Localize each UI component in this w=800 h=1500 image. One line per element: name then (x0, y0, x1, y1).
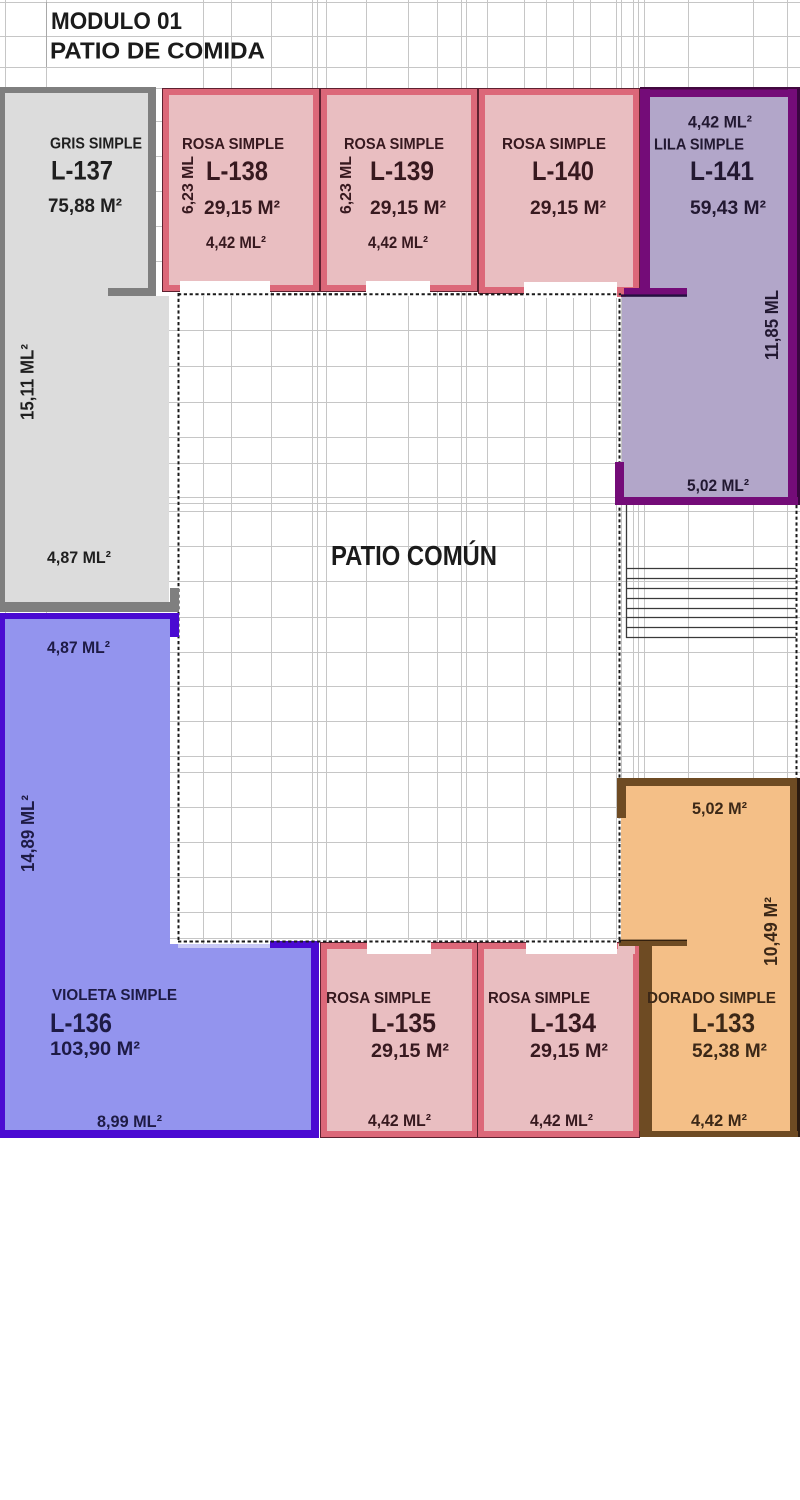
svg-text:ROSA SIMPLE: ROSA SIMPLE (488, 990, 590, 1007)
svg-text:L-135: L-135 (371, 1008, 436, 1038)
svg-text:ROSA SIMPLE: ROSA SIMPLE (502, 136, 606, 153)
svg-text:103,90 M²: 103,90 M² (50, 1038, 141, 1060)
svg-text:4,87 ML²: 4,87 ML² (47, 548, 111, 567)
svg-text:29,15 M²: 29,15 M² (371, 1040, 450, 1062)
svg-text:5,02 M²: 5,02 M² (692, 799, 747, 818)
svg-text:PATIO COMÚN: PATIO COMÚN (331, 540, 497, 571)
svg-text:4,42 ML²: 4,42 ML² (368, 233, 428, 252)
svg-text:75,88 M²: 75,88 M² (48, 195, 122, 217)
svg-text:MODULO 01: MODULO 01 (51, 8, 182, 35)
svg-text:29,15 M²: 29,15 M² (204, 197, 280, 219)
svg-text:L-133: L-133 (692, 1008, 755, 1038)
svg-text:VIOLETA SIMPLE: VIOLETA SIMPLE (52, 987, 177, 1004)
svg-text:6,23 ML: 6,23 ML (180, 156, 197, 214)
svg-text:ROSA SIMPLE: ROSA SIMPLE (182, 136, 284, 153)
svg-text:4,42 M²: 4,42 M² (691, 1111, 747, 1130)
svg-text:29,15 M²: 29,15 M² (530, 197, 606, 219)
svg-text:29,15 M²: 29,15 M² (370, 197, 446, 219)
svg-text:PATIO DE COMIDA: PATIO DE COMIDA (50, 38, 265, 64)
svg-text:ROSA SIMPLE: ROSA SIMPLE (326, 990, 431, 1007)
svg-text:14,89 ML²: 14,89 ML² (18, 795, 38, 872)
svg-text:5,02 ML²: 5,02 ML² (687, 476, 749, 495)
svg-text:11,85 ML: 11,85 ML (762, 290, 782, 360)
svg-text:GRIS SIMPLE: GRIS SIMPLE (50, 136, 142, 153)
svg-text:L-134: L-134 (530, 1008, 596, 1038)
svg-text:4,42 ML²: 4,42 ML² (368, 1111, 431, 1130)
svg-text:59,43 M²: 59,43 M² (690, 197, 766, 219)
svg-text:L-137: L-137 (51, 156, 113, 186)
svg-text:LILA SIMPLE: LILA SIMPLE (654, 137, 744, 154)
svg-text:4,87 ML²: 4,87 ML² (47, 638, 110, 657)
svg-text:29,15 M²: 29,15 M² (530, 1040, 609, 1062)
svg-text:L-140: L-140 (532, 156, 594, 186)
svg-text:DORADO SIMPLE: DORADO SIMPLE (647, 990, 776, 1007)
svg-text:15,11 ML²: 15,11 ML² (18, 344, 38, 420)
svg-text:ROSA SIMPLE: ROSA SIMPLE (344, 136, 444, 153)
svg-text:8,99 ML²: 8,99 ML² (97, 1112, 162, 1131)
svg-text:L-138: L-138 (206, 156, 268, 186)
svg-text:10,49 M²: 10,49 M² (761, 897, 781, 966)
svg-text:4,42 ML²: 4,42 ML² (530, 1111, 593, 1130)
svg-text:L-141: L-141 (690, 156, 754, 186)
svg-text:L-139: L-139 (370, 156, 434, 186)
svg-text:52,38 M²: 52,38 M² (692, 1040, 767, 1062)
svg-text:L-136: L-136 (50, 1008, 112, 1038)
svg-text:4,42 ML²: 4,42 ML² (206, 233, 266, 252)
svg-text:6,23 ML: 6,23 ML (338, 156, 355, 214)
svg-text:4,42 ML²: 4,42 ML² (688, 113, 752, 132)
